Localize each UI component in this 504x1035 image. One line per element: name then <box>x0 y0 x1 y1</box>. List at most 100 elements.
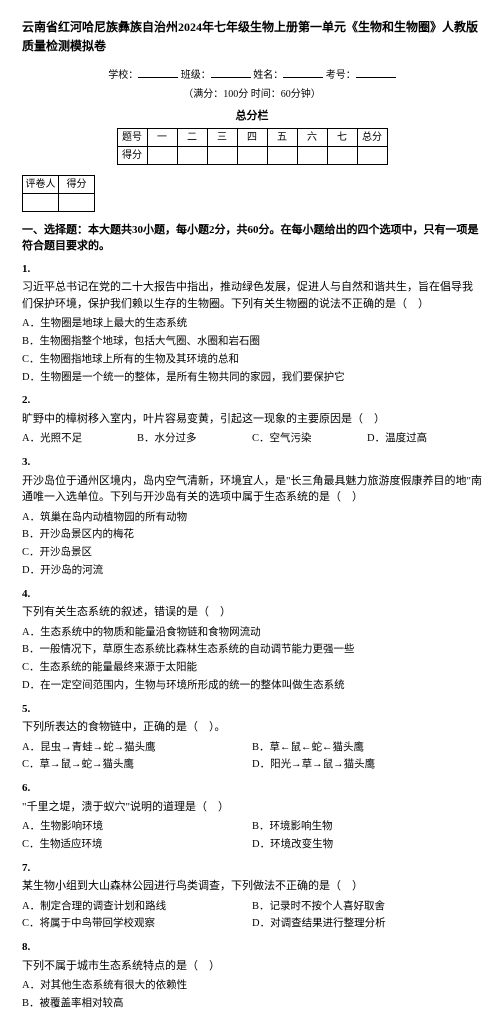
option: B．开沙岛景区内的梅花 <box>22 526 482 544</box>
option: C．空气污染 <box>252 430 367 448</box>
option: C．生物适应环境 <box>22 836 252 854</box>
class-blank <box>211 66 251 78</box>
option: A．对其他生态系统有很大的依赖性 <box>22 977 482 995</box>
question: 3. 开沙岛位于通州区境内，岛内空气清新，环境宜人，是"长三角最具魅力旅游度假康养… <box>22 454 482 580</box>
option-list: A．昆虫→青蛙→蛇→猫头鹰B．草←鼠←蛇←猫头鹰C．草→鼠→蛇→猫头鹰D．阳光→… <box>22 739 482 775</box>
option: A．光照不足 <box>22 430 137 448</box>
school-label: 学校： <box>108 70 138 81</box>
exam-subinfo: （满分：100分 时间：60分钟） <box>22 87 482 102</box>
question: 5.下列所表达的食物链中，正确的是（ ）。 A．昆虫→青蛙→蛇→猫头鹰B．草←鼠←… <box>22 701 482 775</box>
score-cell <box>267 146 297 164</box>
question-number: 7. <box>22 860 482 877</box>
option: B．草←鼠←蛇←猫头鹰 <box>252 739 482 757</box>
question-number: 2. <box>22 392 482 409</box>
score-h-1: 一 <box>147 128 177 146</box>
score-cell <box>357 146 387 164</box>
option: B．一般情况下，草原生态系统比森林生态系统的自动调节能力更强一些 <box>22 641 482 659</box>
score-cell <box>297 146 327 164</box>
score-cell <box>147 146 177 164</box>
option: D．在一定空间范围内，生物与环境所形成的统一的整体叫做生态系统 <box>22 677 482 695</box>
school-blank <box>138 66 178 78</box>
question: 6. "千里之堤，溃于蚁穴"说明的道理是（ ） A．生物影响环境B．环境影响生物C．… <box>22 780 482 854</box>
option: D．生物圈是一个统一的整体，是所有生物共同的家园，我们要保护它 <box>22 369 482 387</box>
score-h-5: 五 <box>267 128 297 146</box>
grader-h2: 得分 <box>59 175 95 193</box>
option: D．对调查结果进行整理分析 <box>252 915 482 933</box>
option: A．制定合理的调查计划和路线 <box>22 898 252 916</box>
option: B．水分过多 <box>137 430 252 448</box>
option-list: A．筑巢在岛内动植物园的所有动物B．开沙岛景区内的梅花C．开沙岛景区D．开沙岛的… <box>22 509 482 580</box>
score-table: 题号 一 二 三 四 五 六 七 总分 得分 <box>117 128 388 165</box>
question-text: 旷野中的樟树移入室内，叶片容易变黄，引起这一现象的主要原因是（ ） <box>22 411 482 428</box>
option: D．温度过高 <box>367 430 482 448</box>
question-number: 1. <box>22 261 482 278</box>
score-cell <box>327 146 357 164</box>
question-text: 某生物小组到大山森林公园进行鸟类调查，下列做法不正确的是（ ） <box>22 878 482 895</box>
option: C．草→鼠→蛇→猫头鹰 <box>22 756 252 774</box>
question: 4.下列有关生态系统的叙述，错误的是（ ） A．生态系统中的物质和能量沿食物链和食… <box>22 586 482 695</box>
score-h-8: 总分 <box>357 128 387 146</box>
score-caption: 总分栏 <box>22 108 482 125</box>
question-list: 1.习近平总书记在党的二十大报告中指出，推动绿色发展，促进人与自然和谐共生，旨在… <box>22 261 482 1013</box>
option: D．开沙岛的河流 <box>22 562 482 580</box>
name-blank <box>283 66 323 78</box>
question-number: 5. <box>22 701 482 718</box>
examno-label: 考号： <box>326 70 356 81</box>
score-h-7: 七 <box>327 128 357 146</box>
option: C．生物圈指地球上所有的生物及其环境的总和 <box>22 351 482 369</box>
option: B．环境影响生物 <box>252 818 482 836</box>
question: 7.某生物小组到大山森林公园进行鸟类调查，下列做法不正确的是（ ） A．制定合理的… <box>22 860 482 934</box>
score-row2-label: 得分 <box>117 146 147 164</box>
question-number: 8. <box>22 939 482 956</box>
grader-cell <box>59 193 95 211</box>
examno-blank <box>356 66 396 78</box>
question: 2. 旷野中的樟树移入室内，叶片容易变黄，引起这一现象的主要原因是（ ） A．光照不… <box>22 392 482 448</box>
student-info-line: 学校： 班级： 姓名： 考号： <box>22 66 482 83</box>
question-text: 下列所表达的食物链中，正确的是（ ）。 <box>22 719 482 736</box>
question: 8. 下列不属于城市生态系统特点的是（ ） A．对其他生态系统有很大的依赖性B．被覆… <box>22 939 482 1013</box>
option: C．生态系统的能量最终来源于太阳能 <box>22 659 482 677</box>
option: B．记录时不按个人喜好取舍 <box>252 898 482 916</box>
option: A．生物圈是地球上最大的生态系统 <box>22 315 482 333</box>
question-text: 习近平总书记在党的二十大报告中指出，推动绿色发展，促进人与自然和谐共生，旨在倡导… <box>22 279 482 312</box>
option-list: A．生态系统中的物质和能量沿食物链和食物网流动B．一般情况下，草原生态系统比森林… <box>22 624 482 695</box>
question-text: 下列不属于城市生态系统特点的是（ ） <box>22 958 482 975</box>
score-cell <box>237 146 267 164</box>
grader-table: 评卷人 得分 <box>22 175 95 212</box>
option-list: A．制定合理的调查计划和路线B．记录时不按个人喜好取舍C．将属于中鸟带回学校观察… <box>22 898 482 934</box>
exam-title: 云南省红河哈尼族彝族自治州2024年七年级生物上册第一单元《生物和生物圈》人教版… <box>22 18 482 56</box>
option: A．生态系统中的物质和能量沿食物链和食物网流动 <box>22 624 482 642</box>
score-h-2: 二 <box>177 128 207 146</box>
name-label: 姓名： <box>253 70 283 81</box>
option: A．筑巢在岛内动植物园的所有动物 <box>22 509 482 527</box>
question-text: "千里之堤，溃于蚁穴"说明的道理是（ ） <box>22 799 482 816</box>
question-number: 3. <box>22 454 482 471</box>
option: A．生物影响环境 <box>22 818 252 836</box>
option: A．昆虫→青蛙→蛇→猫头鹰 <box>22 739 252 757</box>
option: C．将属于中鸟带回学校观察 <box>22 915 252 933</box>
score-h-3: 三 <box>207 128 237 146</box>
option: B．被覆盖率相对较高 <box>22 995 482 1013</box>
option: D．环境改变生物 <box>252 836 482 854</box>
score-cell <box>207 146 237 164</box>
option: B．生物圈指整个地球，包括大气圈、水圈和岩石圈 <box>22 333 482 351</box>
score-h-0: 题号 <box>117 128 147 146</box>
option: C．开沙岛景区 <box>22 544 482 562</box>
option-list: A．对其他生态系统有很大的依赖性B．被覆盖率相对较高 <box>22 977 482 1013</box>
class-label: 班级： <box>181 70 211 81</box>
section1-heading: 一、选择题：本大题共30小题，每小题2分，共60分。在每小题给出的四个选项中，只… <box>22 222 482 255</box>
option-list: A．生物影响环境B．环境影响生物C．生物适应环境D．环境改变生物 <box>22 818 482 854</box>
grader-cell <box>23 193 59 211</box>
question-text: 开沙岛位于通州区境内，岛内空气清新，环境宜人，是"长三角最具魅力旅游度假康养目的… <box>22 473 482 506</box>
question: 1.习近平总书记在党的二十大报告中指出，推动绿色发展，促进人与自然和谐共生，旨在… <box>22 261 482 387</box>
score-h-4: 四 <box>237 128 267 146</box>
score-cell <box>177 146 207 164</box>
option: D．阳光→草→鼠→猫头鹰 <box>252 756 482 774</box>
score-h-6: 六 <box>297 128 327 146</box>
grader-h1: 评卷人 <box>23 175 59 193</box>
option-list: A．光照不足B．水分过多C．空气污染D．温度过高 <box>22 430 482 448</box>
question-text: 下列有关生态系统的叙述，错误的是（ ） <box>22 604 482 621</box>
option-list: A．生物圈是地球上最大的生态系统B．生物圈指整个地球，包括大气圈、水圈和岩石圈C… <box>22 315 482 386</box>
question-number: 4. <box>22 586 482 603</box>
question-number: 6. <box>22 780 482 797</box>
